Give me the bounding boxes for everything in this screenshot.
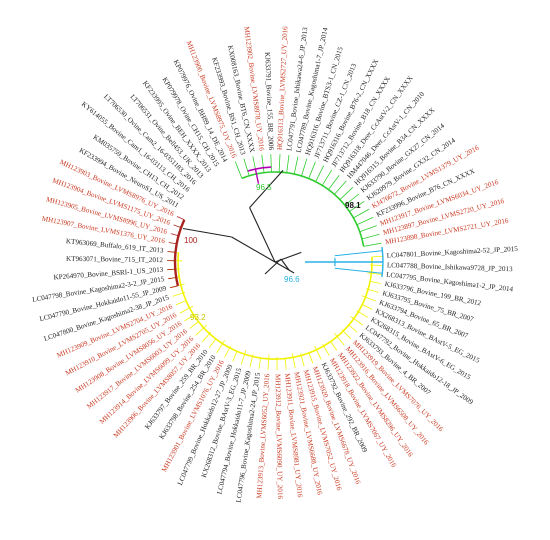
yellow-branch xyxy=(356,310,368,318)
yellow-branch xyxy=(350,315,363,326)
green-branch xyxy=(344,193,360,206)
bootstrap-darkred: 100 xyxy=(184,236,198,245)
green-branch xyxy=(270,154,272,173)
magenta-clade-arc xyxy=(247,166,272,172)
green-branch xyxy=(321,169,333,186)
yellow-branch xyxy=(195,324,207,336)
leaf-label: LC047801_Bovine_Kagoshima2-52_JP_2015 xyxy=(387,245,519,260)
backbone-branch xyxy=(231,236,276,263)
darkred-branch xyxy=(167,251,176,253)
bootstrap-green: 96.5 xyxy=(256,183,272,192)
darkred-branch xyxy=(167,268,176,271)
darkred-branch xyxy=(173,224,182,228)
green-branch xyxy=(339,186,354,200)
yellow-branch xyxy=(348,324,358,333)
yellow-branch xyxy=(267,354,270,370)
bootstrap-magenta: 98.1 xyxy=(345,201,361,210)
darkred-branch xyxy=(176,216,185,221)
yellow-branch xyxy=(361,295,376,302)
yellow-branch xyxy=(367,272,383,275)
green-branch xyxy=(349,200,365,212)
green-branch xyxy=(353,208,370,219)
yellow-branch xyxy=(341,329,352,340)
yellow-branch xyxy=(232,351,238,362)
yellow-branch xyxy=(322,343,330,356)
yellow-branch xyxy=(249,354,254,368)
yellow-branch xyxy=(300,353,305,367)
darkred-branch xyxy=(168,242,177,245)
yellow-branch xyxy=(366,288,379,293)
green-branch xyxy=(243,158,250,176)
green-branch xyxy=(328,174,340,190)
yellow-branch xyxy=(334,333,345,346)
yellow-branch xyxy=(175,300,187,306)
leaf-label: MH123912_Bovine_LVMS6090_UY_2016 xyxy=(274,374,284,500)
yellow-branch xyxy=(258,357,261,369)
root-branch xyxy=(264,258,282,275)
darkred-branch xyxy=(170,233,179,237)
green-branch xyxy=(361,233,380,240)
yellow-branch xyxy=(370,281,381,284)
green-branch xyxy=(359,225,377,233)
darkred-branch xyxy=(168,277,177,280)
yellow-branch xyxy=(369,264,383,266)
leaf-label: LC047788_Bovine_Ishikawa9728_JP_2013 xyxy=(387,261,513,273)
green-branch xyxy=(286,154,290,173)
green-branch xyxy=(293,156,299,175)
tree-branches xyxy=(166,154,384,371)
backbone-branch xyxy=(182,227,232,238)
green-branch xyxy=(301,158,308,177)
yellow-branch xyxy=(172,291,186,297)
darkred-clade-arc xyxy=(173,219,186,287)
yellow-clade-arc xyxy=(177,252,373,360)
green-branch xyxy=(308,161,316,179)
yellow-branch xyxy=(240,350,247,365)
cyan-branch xyxy=(334,250,383,257)
bootstrap-yellow: 93.2 xyxy=(190,313,206,322)
green-branch xyxy=(315,165,325,182)
yellow-branch xyxy=(308,352,314,364)
green-branch xyxy=(261,154,265,173)
root-branch xyxy=(280,258,290,271)
yellow-branch xyxy=(362,304,373,310)
green-branch xyxy=(334,180,347,195)
yellow-branch xyxy=(189,321,199,329)
green-branch xyxy=(356,216,374,226)
green-branch xyxy=(234,161,243,179)
yellow-branch xyxy=(208,338,217,348)
yellow-branch xyxy=(179,305,194,314)
green-clade-arc xyxy=(241,171,365,247)
darkred-branch xyxy=(170,285,178,289)
yellow-branch xyxy=(216,339,226,354)
bootstrap-cyan: 96.6 xyxy=(284,275,300,284)
leaf-label: KJ633791_Bovine_155_BR_2006 xyxy=(263,52,275,151)
backbone-branch xyxy=(249,170,284,208)
yellow-branch xyxy=(184,313,196,322)
yellow-branch xyxy=(314,345,322,360)
bootstrap-values: 96.5 98.1 96.6 100 93.2 xyxy=(184,183,361,322)
yellow-branch xyxy=(284,358,287,370)
magenta-stem xyxy=(254,168,260,184)
backbone-branch xyxy=(249,207,276,263)
leaf-label: KT963071_Bovine_715_IT_2012 xyxy=(66,255,163,264)
yellow-branch xyxy=(330,341,338,351)
yellow-branch xyxy=(371,255,383,258)
green-branch xyxy=(278,154,281,173)
yellow-branch xyxy=(292,353,296,369)
yellow-branch xyxy=(224,345,231,358)
backbone-branch xyxy=(274,261,295,274)
green-branch xyxy=(363,242,382,247)
cyan-branch xyxy=(334,267,383,274)
yellow-branch xyxy=(201,331,212,343)
